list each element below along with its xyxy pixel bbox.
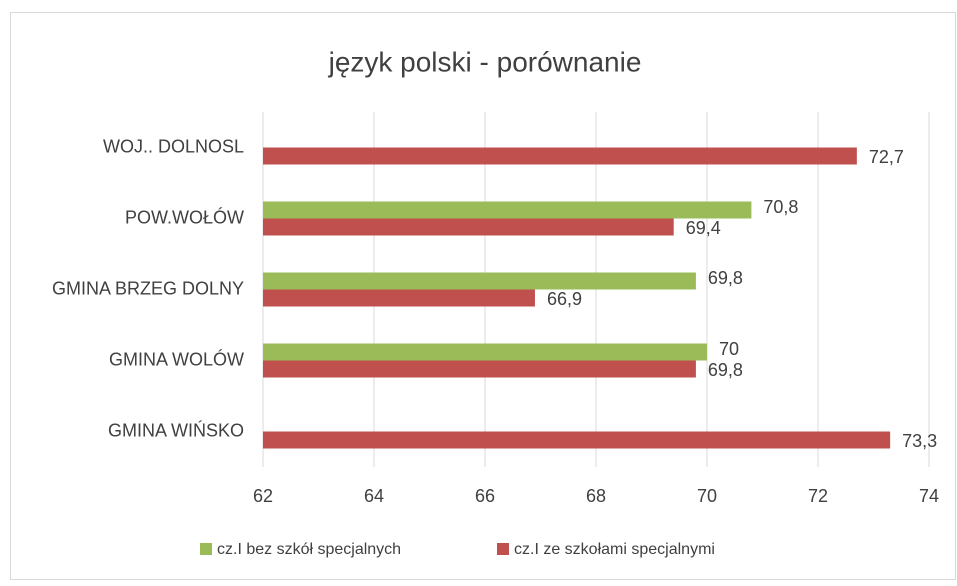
y-tick-label: GMINA BRZEG DOLNY (52, 278, 244, 298)
data-label: 70 (719, 339, 739, 359)
data-label: 69,8 (708, 268, 743, 288)
data-label: 66,9 (547, 289, 582, 309)
x-tick-label: 70 (697, 486, 717, 506)
bar (263, 147, 857, 165)
x-tick-label: 72 (808, 486, 828, 506)
bar (263, 218, 674, 236)
legend-label: cz.I ze szkołami specjalnymi (514, 541, 715, 558)
bar (263, 272, 696, 290)
x-tick-label: 62 (253, 486, 273, 506)
bar (263, 343, 707, 361)
legend-swatch (200, 543, 212, 555)
legend-swatch (497, 543, 509, 555)
y-tick-label: POW.WOŁÓW (125, 206, 244, 227)
x-tick-label: 68 (586, 486, 606, 506)
data-label: 70,8 (763, 197, 798, 217)
data-label: 73,3 (902, 431, 937, 451)
x-tick-label: 64 (364, 486, 384, 506)
y-tick-label: GMINA WIŃSKO (108, 420, 244, 440)
bar (263, 201, 752, 219)
data-label: 72,7 (869, 147, 904, 167)
y-tick-label: WOJ.. DOLNOSL (103, 136, 244, 156)
bar (263, 431, 891, 449)
x-tick-label: 74 (919, 486, 939, 506)
bar (263, 360, 696, 378)
data-label: 69,8 (708, 360, 743, 380)
y-tick-label: GMINA WOLÓW (109, 348, 244, 369)
chart-title: język polski - porównanie (328, 46, 642, 77)
legend-label: cz.I bez szkół specjalnych (217, 541, 401, 558)
data-label: 69,4 (686, 218, 721, 238)
bar (263, 289, 535, 307)
x-tick-label: 66 (475, 486, 495, 506)
